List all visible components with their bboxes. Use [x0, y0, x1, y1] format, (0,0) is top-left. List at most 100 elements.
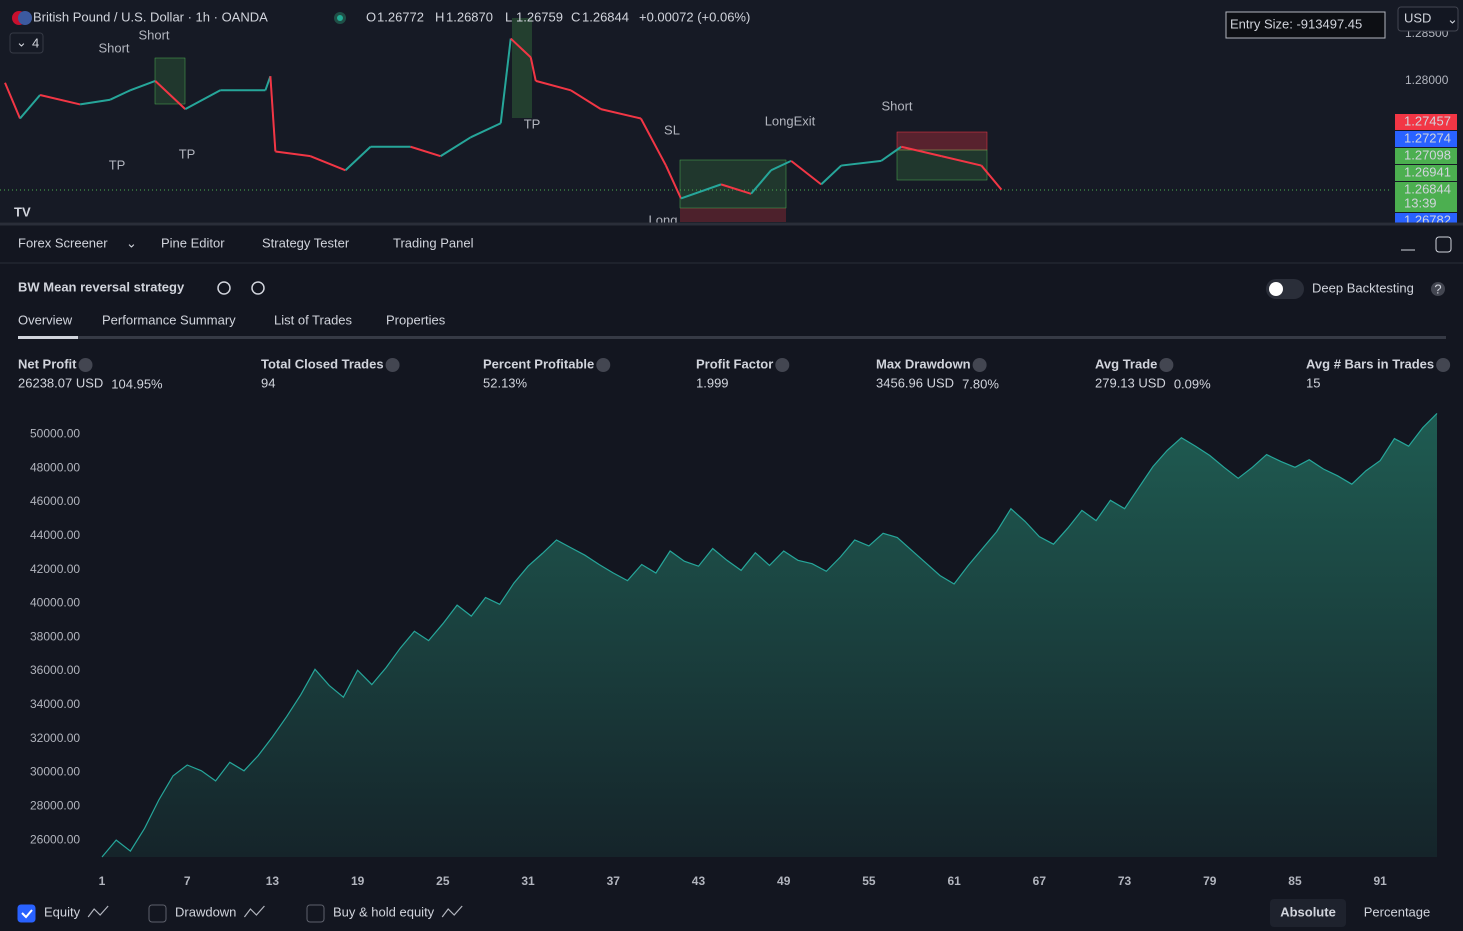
price-segment [344, 146, 372, 171]
tabs: Forex Screener Pine Editor Strategy Tester… [18, 235, 474, 250]
trade-annotation: Short [98, 40, 129, 55]
maximize-icon[interactable] [1435, 236, 1452, 253]
currency-select[interactable] [1397, 6, 1459, 32]
price-tick-label: 1.28000 [1405, 73, 1449, 87]
legend-icon [243, 905, 265, 918]
price-segment [510, 37, 532, 59]
metric-label: Profit Factor [696, 356, 773, 371]
checkbox[interactable] [306, 904, 325, 923]
price-segment [109, 89, 131, 101]
price-segment [980, 164, 1003, 191]
deep-backtesting: Deep Backtesting [1312, 280, 1414, 295]
price-tag-label: 1.27457 [1404, 113, 1451, 128]
x-tick-label: 49 [777, 874, 791, 888]
progress-active [18, 336, 78, 339]
trade-annotation: Short [881, 98, 912, 113]
logo: TV [14, 204, 31, 219]
metric-percent: 7.80% [962, 376, 999, 391]
indicator-count: 4 [32, 35, 39, 50]
metric-value: 94 [261, 375, 275, 390]
y-tick-label: 38000.00 [30, 629, 80, 643]
metric-percent: 104.95% [111, 376, 163, 391]
subtab[interactable]: List of Trades [274, 312, 353, 327]
mode[interactable]: Absolute [1280, 904, 1336, 919]
mode[interactable]: Percentage [1364, 904, 1431, 919]
tab[interactable]: Trading Panel [393, 235, 474, 250]
info-icon [385, 358, 400, 372]
indicator-toggle[interactable] [9, 32, 44, 54]
legend-icon [87, 905, 109, 918]
subtab[interactable]: Properties [386, 312, 446, 327]
entry-size: Entry Size: -913497.45 [1230, 16, 1362, 31]
settings-icon[interactable] [217, 281, 231, 295]
info-icon [775, 358, 790, 372]
price-segment [600, 108, 642, 120]
price-segment [184, 89, 221, 110]
price-segment [841, 159, 882, 167]
alert-icon[interactable] [251, 281, 265, 295]
price-segment [941, 155, 982, 167]
help-mark: ? [1434, 281, 1441, 296]
trade-annotation: TP [524, 116, 541, 131]
toggle-knob [1269, 282, 1283, 296]
price-segment [640, 118, 667, 167]
price-segment [750, 169, 772, 195]
ohlc-value: 1.26759 [516, 9, 563, 24]
change: +0.00072 (+0.06%) [639, 9, 750, 24]
strategy-name: BW Mean reversal strategy [18, 279, 185, 294]
price-segment [820, 164, 842, 186]
info-icon [596, 358, 611, 372]
price-segment [770, 159, 792, 172]
subtab[interactable]: Performance Summary [102, 312, 236, 327]
y-tick-label: 44000.00 [30, 528, 80, 542]
trade-annotation: TP [109, 157, 126, 172]
y-tick-label: 48000.00 [30, 460, 80, 474]
trade-zone [896, 149, 988, 181]
x-tick-label: 73 [1118, 874, 1132, 888]
price-segment [310, 155, 346, 172]
legend-icon [441, 905, 463, 918]
price-tag [1395, 148, 1457, 164]
x-tick-label: 79 [1203, 874, 1217, 888]
price-pane [0, 0, 1463, 222]
price-tag [1395, 165, 1457, 181]
equity-area [102, 413, 1437, 857]
equity-line [101, 412, 1438, 858]
metric-value: 279.13 USD [1095, 375, 1166, 390]
trade-zone [512, 18, 532, 118]
price-segment [535, 79, 572, 92]
ohlc-value: 1.26772 [377, 9, 424, 24]
price-segment [790, 160, 822, 186]
chevron: ⌄ [16, 34, 27, 49]
x-tick-label: 37 [607, 874, 621, 888]
metric-label: Avg Trade [1095, 356, 1157, 371]
subtab[interactable]: Overview [18, 312, 73, 327]
y-tick-label: 34000.00 [30, 697, 80, 711]
metric-value: 3456.96 USD [876, 375, 954, 390]
price-segment [470, 122, 502, 139]
mode-active[interactable] [1270, 899, 1346, 927]
trade-annotation: Short [138, 27, 169, 42]
tab[interactable]: Pine Editor [161, 235, 225, 250]
tab[interactable]: Forex Screener [18, 235, 108, 250]
metric-percent: 0.09% [1174, 376, 1211, 391]
checkbox[interactable] [148, 904, 167, 923]
help-icon[interactable] [1431, 282, 1445, 296]
price-segment [570, 89, 602, 110]
metric-label: Avg # Bars in Trades [1306, 356, 1434, 371]
ohlc-value: 1.26844 [582, 9, 629, 24]
price-tag-time: 13:39 [1404, 195, 1437, 210]
price-segment [129, 79, 156, 92]
trade-zone [896, 131, 988, 151]
tab[interactable]: Strategy Tester [262, 235, 350, 250]
x-tick-label: 7 [184, 874, 191, 888]
checkbox[interactable] [17, 904, 36, 923]
x-tick-label: 25 [436, 874, 450, 888]
price-segment [529, 57, 537, 82]
price-tag [1395, 114, 1457, 130]
y-tick-label: 46000.00 [30, 494, 80, 508]
x-tick-label: 61 [947, 874, 961, 888]
x-tick-label: 91 [1374, 874, 1388, 888]
